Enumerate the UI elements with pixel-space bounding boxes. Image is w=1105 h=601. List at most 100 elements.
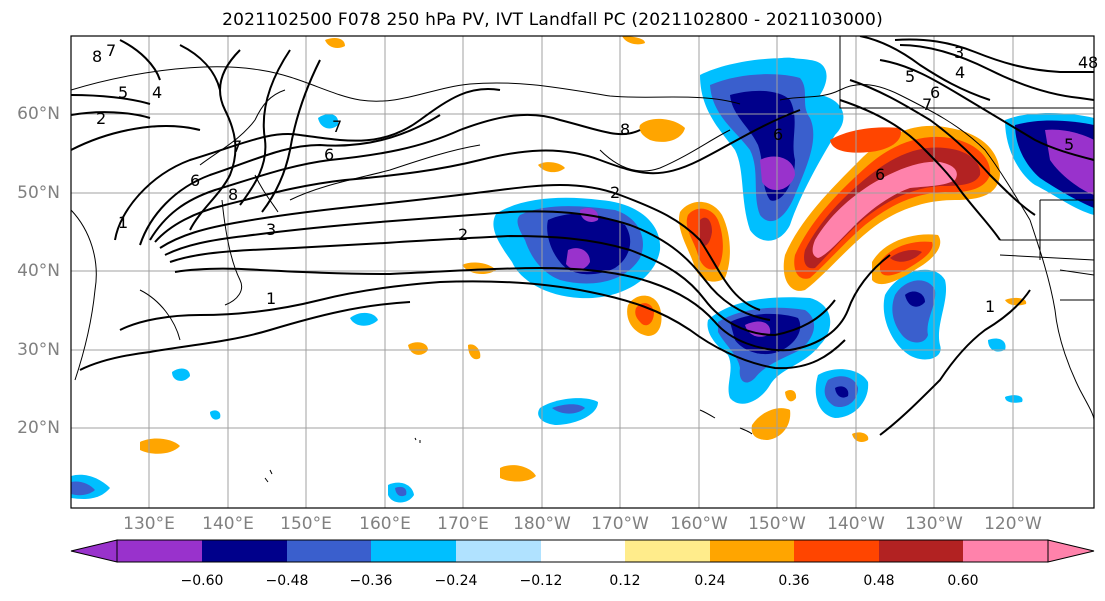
map-gridlines [71,36,1094,508]
colorbar-tick-label: 0.12 [609,573,641,589]
lon-label: 170°E [437,514,489,534]
colorbar-frame [116,539,1049,563]
contour-label: 6 [324,145,334,164]
lon-label: 130°E [123,514,175,534]
colorbar-tick-label: 0.24 [694,573,726,589]
negative-anomaly [1005,395,1023,403]
lat-label: 40°N [17,261,60,281]
colorbar-tick-label: −0.12 [519,573,563,589]
colorbar-tick-label: 0.36 [778,573,810,589]
contour-label: 8 [92,47,102,66]
colorbar-bin [710,540,794,562]
contour-label: 5 [118,83,128,102]
contour-label: 2 [458,225,468,244]
negative-anomaly [210,410,221,420]
positive-anomaly [751,408,791,440]
contour-label: 6 [190,171,200,190]
positive-anomaly [812,161,957,258]
negative-anomaly [395,486,407,497]
colorbar [70,539,1095,563]
contour-label: 3 [954,43,964,62]
colorbar-bin [287,540,371,562]
contour-label: 4 [955,63,965,82]
contour-label: 1 [118,213,128,232]
lon-label: 120°W [984,514,1042,534]
negative-anomaly [318,114,339,129]
contour-label: 8 [1088,53,1098,72]
map-border [70,35,1095,509]
contour-label: 7 [232,137,242,156]
contour-label: 2 [96,109,106,128]
colorbar-tick-label: 0.48 [863,573,895,589]
negative-anomaly [1045,129,1094,195]
lon-label: 170°W [591,514,649,534]
pv-contours [71,36,1094,436]
negative-anomaly [835,386,849,398]
contour-label: 8 [620,120,630,139]
negative-anomaly [566,248,590,270]
colorbar-bin [117,540,202,562]
colorbar-extend-low [70,539,118,563]
contour-label: 6 [875,165,885,184]
shaded-ivt-pc-field [71,36,1094,503]
contour-label: 5 [1064,135,1074,154]
positive-anomaly [622,36,645,45]
lon-label: 130°W [905,514,963,534]
negative-anomaly [892,280,936,343]
contour-label: 1 [985,297,995,316]
lat-label: 30°N [17,340,60,360]
colorbar-bin [202,540,287,562]
contour-label: 4 [152,83,162,102]
colorbar-bin [794,540,879,562]
colorbar-tick-label: −0.60 [180,573,224,589]
coastlines [71,36,1094,483]
lon-label: 140°W [827,514,885,534]
map-title: 2021102500 F078 250 hPa PV, IVT Landfall… [222,10,883,30]
positive-anomaly [1005,297,1027,306]
contour-label: 7 [332,117,342,136]
colorbar-bin [625,540,710,562]
colorbar-bin [371,540,456,562]
contour-label: 6 [930,83,940,102]
contour-label: 3 [266,220,276,239]
contour-label: 7 [922,95,932,114]
positive-anomaly [140,438,180,454]
positive-anomaly [408,342,428,355]
colorbar-bin [456,540,541,562]
lon-label: 180°W [513,514,571,534]
positive-anomaly [468,344,481,360]
negative-anomaly [350,312,378,326]
colorbar-tick-label: −0.48 [265,573,309,589]
lon-label: 160°W [670,514,728,534]
positive-anomaly [830,127,901,153]
lat-label: 60°N [17,104,60,124]
lat-label: 50°N [17,183,60,203]
colorbar-tick-label: −0.36 [349,573,393,589]
positive-anomaly [785,390,797,402]
colorbar-tick-label: −0.24 [434,573,478,589]
negative-anomaly [552,404,585,414]
lon-label: 160°E [359,514,411,534]
negative-anomaly [71,481,95,496]
contour-label: 7 [106,41,116,60]
colorbar-bin [963,540,1048,562]
contour-labels: 8 7 5 4 2 1 6 7 6 8 3 2 1 8 2 7 6 6 5 4 … [92,41,1098,316]
negative-anomaly [172,368,190,381]
colorbar-bin [541,540,625,562]
colorbar-bin [879,540,963,562]
positive-anomaly [639,118,685,142]
contour-label: 4 [1078,53,1088,72]
lat-label: 20°N [17,418,60,438]
contour-label: 2 [610,183,620,202]
contour-label: 5 [905,67,915,86]
positive-anomaly [325,38,345,48]
positive-anomaly [890,250,922,262]
lon-label: 150°W [748,514,806,534]
colorbar-tick-label: 0.60 [947,573,979,589]
negative-anomaly [988,338,1006,352]
colorbar-extend-high [1047,539,1095,563]
contour-label: 6 [773,125,783,144]
negative-anomaly [772,57,810,76]
lon-label: 140°E [202,514,254,534]
